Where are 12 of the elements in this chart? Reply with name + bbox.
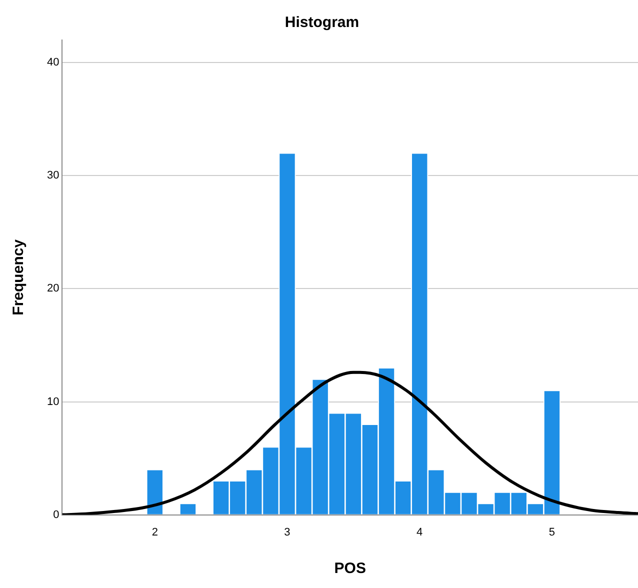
y-axis-title: Frequency [10,238,28,316]
x-tick-label: 2 [152,526,158,538]
chart-title: Histogram [284,14,360,32]
x-tick-label: 4 [416,526,423,538]
y-tick-label: 20 [46,282,60,295]
y-tick-label: 10 [46,396,60,408]
x-tick-label: 5 [548,526,556,538]
y-tick-label: 30 [46,170,60,182]
y-tick-label: 40 [46,56,60,69]
x-axis-title: POS [334,560,366,578]
y-tick-label: 0 [53,508,60,521]
x-tick-label: 3 [284,526,290,538]
